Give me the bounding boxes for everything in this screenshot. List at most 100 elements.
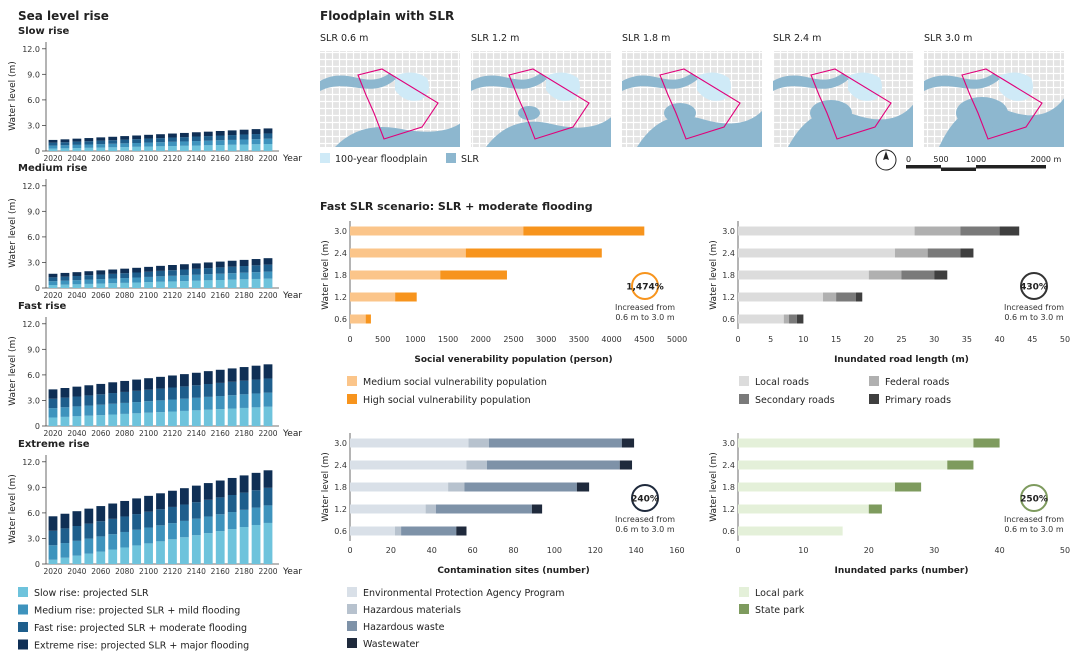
bar-segment (215, 514, 225, 532)
bar-segment (251, 490, 261, 508)
x-tick-label: 2200 (258, 154, 277, 163)
x-tick-label: 2160 (211, 429, 230, 438)
x-tick-label: 50 (1060, 546, 1070, 555)
bar-segment (168, 411, 177, 426)
bar-segment (168, 399, 177, 412)
bar-segment (132, 146, 142, 151)
bar-segment (227, 529, 237, 564)
bar-segment (144, 495, 153, 512)
caption-line: Increased from (1004, 303, 1064, 312)
bar-segment (72, 396, 82, 407)
map-layers (924, 68, 1064, 147)
bar-segment (576, 482, 590, 492)
x-tick-label: 35 (962, 335, 972, 344)
bar-segment (179, 410, 189, 426)
bar-segment (999, 226, 1020, 236)
y-axis-label: Water level (m) (8, 336, 18, 406)
bar-segment (108, 278, 118, 284)
bar-segment (179, 141, 189, 146)
increase-value: 430% (1020, 283, 1048, 293)
scale-label: 1000 (966, 155, 986, 164)
map-layers (622, 68, 762, 147)
bar-segment (96, 521, 106, 537)
y-tick-label: 0 (35, 284, 40, 293)
x-axis-label: Year (282, 429, 302, 439)
bar-segment (156, 400, 165, 413)
legend-swatch (347, 394, 357, 404)
y-tick-label: 2.4 (334, 249, 347, 258)
bar-segment (263, 138, 273, 145)
bar-segment (168, 137, 177, 142)
bar-segment (901, 270, 935, 280)
bar-segment (168, 141, 177, 147)
caption-line: Increased from (1004, 515, 1064, 524)
y-tick-label: 3.0 (27, 534, 40, 543)
x-tick-label: 2200 (258, 567, 277, 576)
bar-segment (179, 137, 189, 142)
bar-segment (227, 260, 237, 267)
y-axis-label: Water level (m) (321, 240, 331, 310)
bar-segment (468, 438, 489, 448)
bar-segment (947, 460, 974, 470)
bar-segment (448, 482, 465, 492)
bar-segment (132, 402, 142, 414)
inland-flood (518, 106, 540, 120)
x-tick-label: 3500 (569, 335, 589, 344)
x-tick-label: 2120 (163, 567, 182, 576)
fast-scenario-title: Fast SLR scenario: SLR + moderate floodi… (320, 200, 593, 213)
y-tick-label: 12.0 (22, 182, 40, 191)
legend-swatch (18, 622, 28, 632)
x-tick-label: 2080 (115, 154, 134, 163)
sea-level-panel: Fast rise 12.0 9.0 6.0 3.0 0 Water level (m) 20… (8, 301, 302, 439)
river (471, 73, 547, 91)
bar-segment (144, 282, 153, 288)
bar-segment (466, 460, 487, 470)
bar-segment (215, 531, 225, 564)
bar-segment (179, 281, 189, 288)
bar-segment (227, 135, 237, 140)
legend-swatch (739, 394, 749, 404)
bar-segment (72, 138, 82, 142)
bar-segment (168, 275, 177, 282)
bar-segment (239, 266, 249, 273)
legend-swatch (347, 604, 357, 614)
bar-segment (84, 405, 94, 416)
study-area-boundary (357, 68, 439, 140)
x-tick-label: 30 (929, 335, 939, 344)
bar-segment (251, 524, 261, 564)
bar-segment (84, 395, 94, 406)
bar-segment (72, 284, 82, 288)
legend-label: Federal roads (885, 377, 949, 388)
bar-segment (48, 142, 58, 146)
x-tick-label: 2040 (67, 429, 86, 438)
bar-segment (215, 480, 225, 498)
bar-segment (168, 133, 177, 138)
x-tick-label: 2040 (67, 291, 86, 300)
bar-segment (239, 527, 249, 564)
bar-segment (144, 271, 153, 277)
bar-segment (440, 270, 507, 280)
x-tick-label: 2060 (91, 291, 110, 300)
scale-label: 0 (906, 155, 911, 164)
bar-segment (96, 394, 106, 405)
bar-segment (60, 528, 70, 544)
floodplain-map: SLR 2.4 m (773, 33, 913, 147)
bar-segment (215, 409, 225, 426)
bar-segment (144, 378, 153, 390)
bar-segment (96, 551, 106, 564)
x-tick-label: 80 (508, 546, 518, 555)
bar-segment (48, 285, 58, 288)
map-layers (471, 68, 611, 147)
bar-segment (96, 415, 106, 426)
bar-segment (227, 408, 237, 426)
bar-segment (227, 279, 237, 288)
bar-segment (738, 314, 784, 324)
bar-segment (144, 146, 153, 151)
bar-segment (132, 390, 142, 403)
bar-segment (263, 278, 273, 288)
inland-flood (810, 100, 852, 126)
bar-segment (120, 278, 130, 283)
x-tick-label: 30 (929, 546, 939, 555)
bar-segment (239, 380, 249, 395)
